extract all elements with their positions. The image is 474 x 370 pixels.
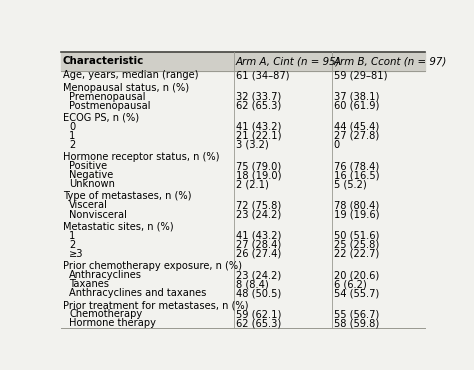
- Bar: [61, 310, 425, 319]
- Text: Unknown: Unknown: [69, 179, 115, 189]
- Text: Negative: Negative: [69, 170, 113, 180]
- Text: 50 (51.6): 50 (51.6): [334, 231, 379, 241]
- Bar: [61, 249, 425, 258]
- Bar: [61, 162, 425, 171]
- Text: 78 (80.4): 78 (80.4): [334, 201, 379, 211]
- Text: Premenopausal: Premenopausal: [69, 92, 146, 102]
- Bar: [61, 319, 425, 328]
- Text: 62 (65.3): 62 (65.3): [236, 101, 281, 111]
- Text: 61 (34–87): 61 (34–87): [236, 70, 289, 80]
- Text: Taxanes: Taxanes: [69, 279, 109, 289]
- Bar: [61, 153, 425, 162]
- Text: 0: 0: [69, 122, 75, 132]
- Text: 18 (19.0): 18 (19.0): [236, 170, 281, 180]
- Text: 23 (24.2): 23 (24.2): [236, 209, 281, 219]
- Text: 59 (29–81): 59 (29–81): [334, 70, 387, 80]
- Text: 2: 2: [69, 240, 75, 250]
- Text: Prior treatment for metastases, n (%): Prior treatment for metastases, n (%): [63, 300, 248, 310]
- Text: Arm B, Ccont (n = 97): Arm B, Ccont (n = 97): [334, 56, 447, 66]
- Text: 27 (28.4): 27 (28.4): [236, 240, 281, 250]
- Bar: [61, 192, 425, 201]
- Text: Prior chemotherapy exposure, n (%): Prior chemotherapy exposure, n (%): [63, 261, 242, 271]
- Bar: [61, 122, 425, 131]
- Text: 44 (45.4): 44 (45.4): [334, 122, 379, 132]
- Bar: [61, 171, 425, 180]
- Text: ≥3: ≥3: [69, 249, 84, 259]
- Text: 19 (19.6): 19 (19.6): [334, 209, 379, 219]
- Text: 22 (22.7): 22 (22.7): [334, 249, 379, 259]
- Text: 60 (61.9): 60 (61.9): [334, 101, 379, 111]
- Bar: [61, 280, 425, 289]
- Bar: [61, 92, 425, 101]
- Text: Postmenopausal: Postmenopausal: [69, 101, 151, 111]
- Text: 25 (25.8): 25 (25.8): [334, 240, 379, 250]
- Bar: [61, 131, 425, 141]
- Text: 58 (59.8): 58 (59.8): [334, 318, 379, 328]
- Text: 41 (43.2): 41 (43.2): [236, 122, 281, 132]
- Bar: [61, 289, 425, 297]
- Bar: [61, 222, 425, 231]
- Bar: [61, 101, 425, 110]
- Bar: [61, 240, 425, 249]
- Text: 55 (56.7): 55 (56.7): [334, 309, 379, 319]
- Bar: [61, 270, 425, 280]
- Text: 16 (16.5): 16 (16.5): [334, 170, 379, 180]
- Text: 6 (6.2): 6 (6.2): [334, 279, 366, 289]
- Text: 54 (55.7): 54 (55.7): [334, 288, 379, 298]
- Text: 2 (2.1): 2 (2.1): [236, 179, 269, 189]
- Text: Characteristic: Characteristic: [63, 56, 144, 66]
- Text: Arm A, Cint (n = 95): Arm A, Cint (n = 95): [236, 56, 340, 66]
- Bar: [61, 231, 425, 240]
- Bar: [61, 301, 425, 310]
- Text: 8 (8.4): 8 (8.4): [236, 279, 268, 289]
- Text: Age, years, median (range): Age, years, median (range): [63, 70, 199, 80]
- Text: 3 (3.2): 3 (3.2): [236, 140, 268, 150]
- Text: 75 (79.0): 75 (79.0): [236, 161, 281, 171]
- Bar: [61, 210, 425, 219]
- Text: 1: 1: [69, 231, 75, 241]
- Bar: [61, 141, 425, 149]
- Text: 26 (27.4): 26 (27.4): [236, 249, 281, 259]
- Text: Type of metastases, n (%): Type of metastases, n (%): [63, 191, 191, 201]
- Bar: [61, 71, 425, 80]
- Text: ECOG PS, n (%): ECOG PS, n (%): [63, 113, 139, 123]
- Text: Hormone therapy: Hormone therapy: [69, 318, 156, 328]
- Text: 21 (22.1): 21 (22.1): [236, 131, 281, 141]
- Bar: [61, 51, 425, 71]
- Text: 41 (43.2): 41 (43.2): [236, 231, 281, 241]
- Text: 27 (27.8): 27 (27.8): [334, 131, 379, 141]
- Text: 72 (75.8): 72 (75.8): [236, 201, 281, 211]
- Text: Visceral: Visceral: [69, 201, 108, 211]
- Text: Hormone receptor status, n (%): Hormone receptor status, n (%): [63, 152, 219, 162]
- Text: Chemotherapy: Chemotherapy: [69, 309, 142, 319]
- Text: Positive: Positive: [69, 161, 107, 171]
- Text: Nonvisceral: Nonvisceral: [69, 209, 127, 219]
- Text: Metastatic sites, n (%): Metastatic sites, n (%): [63, 222, 173, 232]
- Text: 76 (78.4): 76 (78.4): [334, 161, 379, 171]
- Text: 32 (33.7): 32 (33.7): [236, 92, 281, 102]
- Text: 20 (20.6): 20 (20.6): [334, 270, 379, 280]
- Bar: [61, 113, 425, 122]
- Text: Menopausal status, n (%): Menopausal status, n (%): [63, 83, 189, 92]
- Text: 48 (50.5): 48 (50.5): [236, 288, 281, 298]
- Text: 0: 0: [334, 140, 340, 150]
- Text: 59 (62.1): 59 (62.1): [236, 309, 281, 319]
- Text: 23 (24.2): 23 (24.2): [236, 270, 281, 280]
- Text: Anthracyclines: Anthracyclines: [69, 270, 142, 280]
- Bar: [61, 83, 425, 92]
- Text: 37 (38.1): 37 (38.1): [334, 92, 379, 102]
- Text: 2: 2: [69, 140, 75, 150]
- Bar: [61, 180, 425, 189]
- Text: Anthracyclines and taxanes: Anthracyclines and taxanes: [69, 288, 207, 298]
- Text: 5 (5.2): 5 (5.2): [334, 179, 366, 189]
- Bar: [61, 201, 425, 210]
- Text: 1: 1: [69, 131, 75, 141]
- Text: 62 (65.3): 62 (65.3): [236, 318, 281, 328]
- Bar: [61, 262, 425, 270]
